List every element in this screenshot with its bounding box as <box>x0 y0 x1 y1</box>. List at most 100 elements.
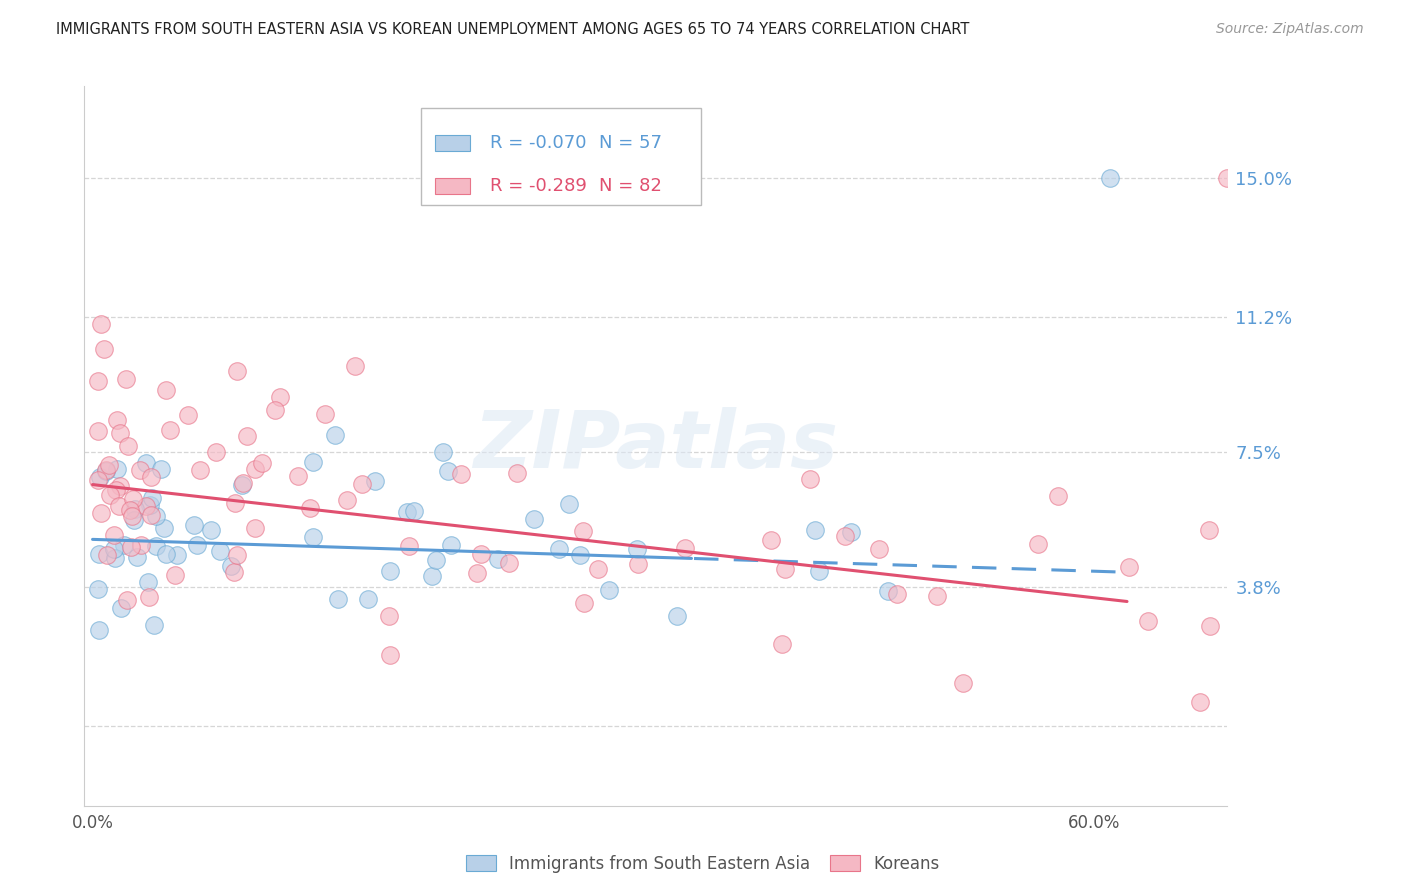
Point <box>90 506 112 520</box>
Point <box>437 464 460 478</box>
Point <box>1046 489 1069 503</box>
Point <box>799 472 821 486</box>
Point <box>112 537 135 551</box>
Point <box>136 575 159 590</box>
Point <box>804 523 827 537</box>
Point <box>108 499 131 513</box>
Point <box>96 548 118 562</box>
Point <box>807 565 830 579</box>
Point <box>569 548 592 562</box>
Point <box>103 541 125 556</box>
Text: N = 82: N = 82 <box>599 177 661 195</box>
Point <box>486 552 509 566</box>
Point <box>145 540 167 554</box>
FancyBboxPatch shape <box>422 108 702 205</box>
Point <box>94 464 117 478</box>
Point <box>110 601 132 615</box>
Point <box>586 562 609 576</box>
Point <box>548 542 571 557</box>
Point <box>155 383 177 397</box>
Point <box>139 498 162 512</box>
Point <box>572 524 595 538</box>
Point <box>149 462 172 476</box>
Point <box>118 502 141 516</box>
Point <box>323 428 346 442</box>
Point <box>498 557 520 571</box>
Point <box>269 390 291 404</box>
Point <box>886 587 908 601</box>
Point <box>186 538 208 552</box>
Point <box>104 483 127 497</box>
Point <box>98 488 121 502</box>
Point <box>328 592 350 607</box>
Point <box>299 500 322 515</box>
Point <box>87 623 110 637</box>
Point <box>224 565 246 579</box>
Point <box>183 517 205 532</box>
Point <box>572 596 595 610</box>
Point <box>89 470 111 484</box>
Point <box>115 371 138 385</box>
Point <box>200 523 222 537</box>
Point <box>505 466 527 480</box>
Text: ZIPatlas: ZIPatlas <box>474 408 838 485</box>
Point <box>208 544 231 558</box>
Point <box>263 402 285 417</box>
Text: N = 57: N = 57 <box>599 135 662 153</box>
Point <box>1118 559 1140 574</box>
Point <box>759 533 782 547</box>
Point <box>134 456 156 470</box>
Point <box>108 478 131 492</box>
Point <box>557 497 579 511</box>
Point <box>868 541 890 556</box>
Point <box>135 499 157 513</box>
Point <box>343 359 366 374</box>
Point <box>155 547 177 561</box>
Point <box>673 541 696 555</box>
Point <box>105 461 128 475</box>
Point <box>432 444 454 458</box>
Point <box>1199 619 1222 633</box>
Point <box>425 553 447 567</box>
Point <box>139 508 162 522</box>
Point <box>205 445 228 459</box>
Point <box>117 439 139 453</box>
Text: Source: ZipAtlas.com: Source: ZipAtlas.com <box>1216 22 1364 37</box>
Point <box>138 590 160 604</box>
Point <box>666 608 689 623</box>
Point <box>1189 695 1212 709</box>
Point <box>952 676 974 690</box>
Point <box>357 592 380 607</box>
Point <box>1137 614 1160 628</box>
Point <box>103 528 125 542</box>
Point <box>98 458 121 473</box>
Point <box>236 428 259 442</box>
Point <box>877 583 900 598</box>
Point <box>925 589 948 603</box>
Point <box>378 608 401 623</box>
Point <box>302 454 325 468</box>
Point <box>1026 537 1049 551</box>
Point <box>231 477 253 491</box>
Point <box>96 463 118 477</box>
Point <box>124 513 146 527</box>
Point <box>129 538 152 552</box>
Point <box>352 476 374 491</box>
Point <box>159 423 181 437</box>
Point <box>152 521 174 535</box>
Point <box>120 540 142 554</box>
Point <box>523 512 546 526</box>
Point <box>176 408 198 422</box>
Text: R = -0.070: R = -0.070 <box>489 135 586 153</box>
Point <box>287 468 309 483</box>
Point <box>89 547 111 561</box>
Point <box>225 364 247 378</box>
Point <box>122 491 145 506</box>
Point <box>834 529 856 543</box>
Point <box>166 548 188 562</box>
Point <box>378 648 401 663</box>
Point <box>245 521 267 535</box>
FancyBboxPatch shape <box>434 136 470 152</box>
Point <box>1099 170 1122 185</box>
Point <box>839 524 862 539</box>
